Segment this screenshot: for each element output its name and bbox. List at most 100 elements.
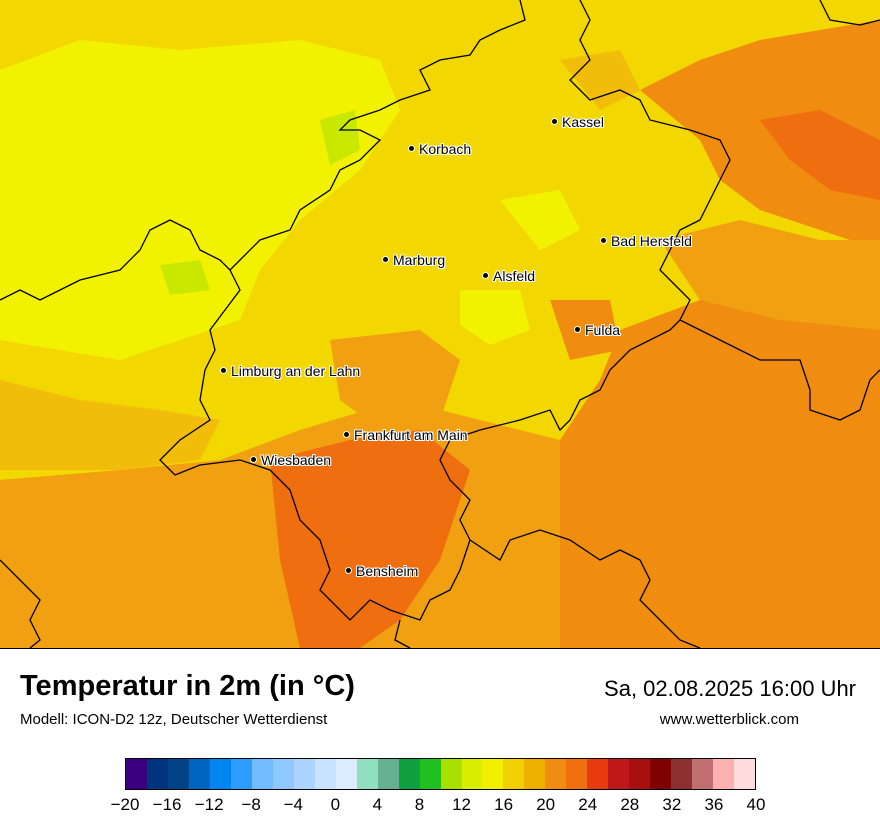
- city-dot-icon: [382, 256, 389, 264]
- state-border-southwest: [0, 559, 41, 648]
- legend-tick-label: 28: [620, 795, 640, 814]
- temp-zone-fulda: [550, 300, 620, 360]
- temp-zone-center-cool: [500, 190, 580, 250]
- legend-swatch: [314, 759, 336, 789]
- city-marker: Korbach: [408, 140, 471, 158]
- legend-swatch: [419, 759, 441, 789]
- legend-swatch: [209, 759, 231, 789]
- legend-swatch: [650, 759, 672, 789]
- legend-swatch: [356, 759, 378, 789]
- city-dot-icon: [345, 567, 352, 575]
- legend-swatch: [377, 759, 399, 789]
- temp-zone-east: [540, 260, 880, 648]
- city-marker: Kassel: [551, 113, 604, 131]
- city-label: Frankfurt am Main: [354, 426, 468, 443]
- legend-tick-label: 12: [452, 795, 471, 814]
- city-label: Korbach: [419, 140, 472, 157]
- website-link[interactable]: www.wetterblick.com: [659, 711, 799, 728]
- city-dot-icon: [574, 326, 581, 334]
- city-dot-icon: [250, 456, 257, 464]
- legend-swatch: [503, 759, 525, 789]
- map-canvas: [0, 0, 880, 648]
- legend-swatch: [545, 759, 567, 789]
- legend-swatch: [272, 759, 294, 789]
- city-marker: Alsfeld: [482, 267, 535, 285]
- legend-tick-label: 0: [330, 795, 341, 814]
- city-marker: Marburg: [382, 251, 445, 269]
- state-border-nrw: [0, 219, 231, 301]
- legend-swatch: [629, 759, 651, 789]
- model-info: Modell: ICON-D2 12z, Deutscher Wetterdie…: [20, 711, 328, 728]
- temp-zone-west-warm: [0, 380, 220, 470]
- city-label: Marburg: [393, 251, 446, 268]
- city-marker: Wiesbaden: [250, 451, 331, 469]
- temp-zone-northeast: [640, 20, 880, 250]
- legend-tick-label: −12: [194, 795, 224, 814]
- legend-tick-label: 20: [536, 795, 556, 814]
- color-scale-legend: [125, 758, 756, 790]
- legend-swatch: [608, 759, 630, 789]
- temp-zone-northeast-hot: [760, 110, 880, 200]
- temp-zone-central-warm: [330, 330, 460, 430]
- state-border-bavaria: [469, 529, 701, 648]
- legend-swatch: [335, 759, 357, 789]
- state-border-southeast: [479, 319, 681, 432]
- city-dot-icon: [600, 237, 607, 245]
- legend-swatch: [713, 759, 735, 789]
- city-dot-icon: [482, 272, 489, 280]
- legend-tick-label: −16: [152, 795, 182, 814]
- forecast-datetime: Sa, 02.08.2025 16:00 Uhr: [604, 676, 856, 701]
- legend-tick-label: −4: [283, 795, 303, 814]
- legend-swatch: [566, 759, 588, 789]
- temp-zone-kassel: [560, 50, 640, 110]
- map-title: Temperatur in 2m (in °C): [20, 670, 355, 702]
- legend-tick-label: 16: [494, 795, 514, 814]
- legend-tick-label: 36: [704, 795, 724, 814]
- city-dot-icon: [408, 145, 415, 153]
- city-marker: Frankfurt am Main: [343, 426, 468, 444]
- legend-swatch: [188, 759, 210, 789]
- city-marker: Bad Hersfeld: [600, 232, 692, 250]
- temp-zone-vogelsberg-cool: [460, 290, 530, 345]
- legend-swatch: [734, 759, 756, 789]
- city-label: Bad Hersfeld: [611, 232, 692, 249]
- city-marker: Bensheim: [345, 562, 418, 580]
- legend-swatch: [251, 759, 273, 789]
- legend-swatch: [440, 759, 462, 789]
- legend-swatch: [587, 759, 609, 789]
- legend-tick-label: 40: [746, 795, 766, 814]
- legend-tick-label: 8: [414, 795, 425, 814]
- legend-tick-label: −8: [241, 795, 261, 814]
- city-dot-icon: [551, 118, 558, 126]
- temp-zone-green-patch: [320, 110, 360, 165]
- city-label: Wiesbaden: [261, 451, 332, 468]
- temp-zone-northwest-cool: [0, 40, 400, 360]
- state-border-northeast: [819, 0, 880, 26]
- legend-swatch: [167, 759, 189, 789]
- temp-zone-rhine-hot: [270, 430, 470, 648]
- state-border-east: [569, 0, 880, 421]
- legend-tick-labels: −20 −16 −12 −8 −4 0 4 8 12 16 20 24 28 32 36 40: [0, 795, 880, 819]
- city-marker: Limburg an der Lahn: [220, 362, 360, 380]
- legend-swatch: [461, 759, 483, 789]
- legend-swatch: [398, 759, 420, 789]
- city-label: Limburg an der Lahn: [231, 362, 361, 379]
- state-border-west: [159, 0, 526, 621]
- legend-tick-label: −20: [110, 795, 140, 814]
- city-label: Fulda: [585, 321, 621, 338]
- legend-swatch: [524, 759, 546, 789]
- legend-swatch: [671, 759, 693, 789]
- temp-zone-east-mid: [660, 220, 880, 330]
- city-dot-icon: [343, 431, 350, 439]
- city-label: Alsfeld: [493, 267, 536, 284]
- legend-swatch: [482, 759, 504, 789]
- legend-tick-label: 4: [372, 795, 383, 814]
- city-label: Bensheim: [356, 562, 419, 579]
- city-marker: Fulda: [574, 321, 620, 339]
- city-dot-icon: [220, 367, 227, 375]
- legend-swatch: [692, 759, 714, 789]
- temp-zone-green-patch-2: [160, 260, 210, 295]
- city-label: Kassel: [562, 113, 605, 130]
- state-border-south: [394, 619, 411, 648]
- legend-swatch: [146, 759, 168, 789]
